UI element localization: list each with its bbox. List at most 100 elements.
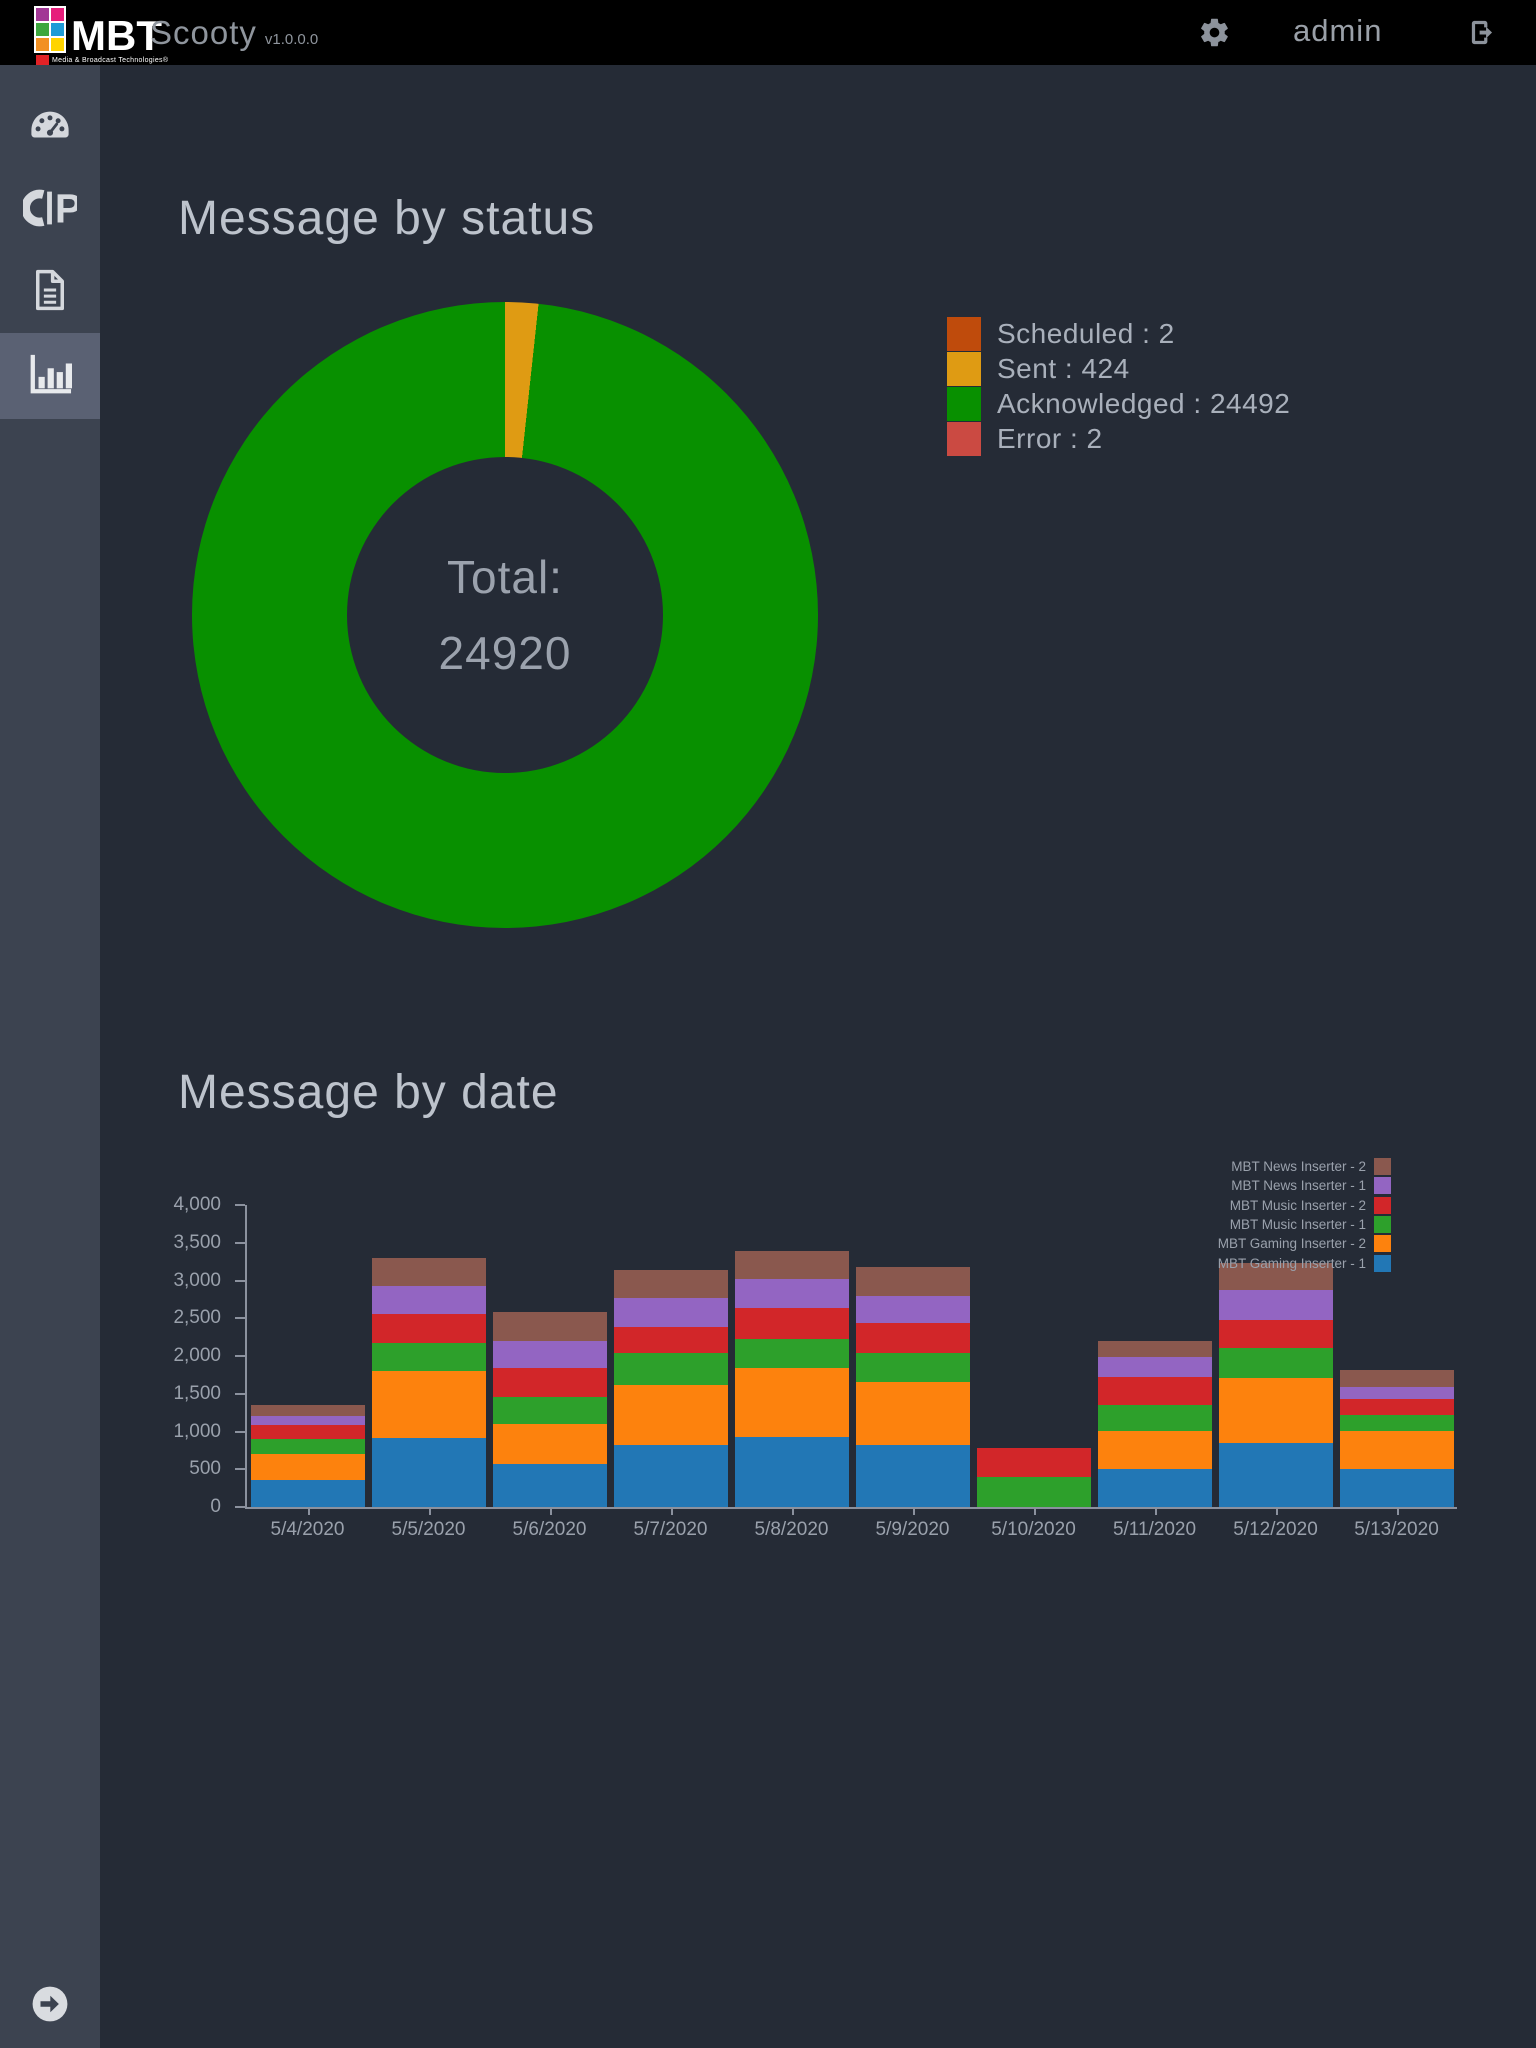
bar-segment[interactable] [976, 1476, 1091, 1507]
y-axis-tick-label: 1,000 [173, 1420, 221, 1442]
bar-segment[interactable] [1097, 1405, 1212, 1432]
bar-segment[interactable] [976, 1448, 1091, 1477]
bar-segment[interactable] [734, 1436, 849, 1507]
legend-item[interactable]: Scheduled : 2 [947, 317, 1290, 351]
settings-gear-icon[interactable] [1198, 16, 1231, 54]
legend-swatch [1374, 1235, 1391, 1253]
y-axis-tick-label: 3,500 [173, 1231, 221, 1253]
y-axis-tick [235, 1355, 245, 1357]
bar-segment[interactable] [613, 1297, 728, 1327]
bar-segment[interactable] [855, 1353, 970, 1383]
bar-segment[interactable] [1339, 1387, 1454, 1400]
y-axis-tick [235, 1392, 245, 1395]
logout-icon[interactable] [1468, 17, 1499, 53]
bar-segment[interactable] [613, 1353, 728, 1386]
date-chart-title: Message by date [178, 1066, 559, 1119]
bar-segment[interactable] [371, 1438, 486, 1507]
legend-label: Sent : 424 [997, 353, 1130, 384]
legend-label: Acknowledged : 24492 [997, 388, 1291, 419]
bar-segment[interactable] [1218, 1348, 1333, 1378]
legend-item[interactable]: MBT Music Inserter - 1 [1230, 1215, 1391, 1233]
bar-segment[interactable] [855, 1295, 970, 1323]
legend-item[interactable]: MBT Gaming Inserter - 1 [1218, 1254, 1391, 1272]
svg-text:P: P [55, 187, 77, 229]
bar-segment[interactable] [734, 1251, 849, 1280]
x-axis-label: 5/4/2020 [270, 1519, 345, 1540]
bar-segment[interactable] [1097, 1341, 1212, 1358]
bar-segment[interactable] [371, 1285, 486, 1315]
x-axis-label: 5/10/2020 [991, 1519, 1076, 1540]
sidebar-item-cp[interactable]: P [0, 169, 100, 251]
bar-segment[interactable] [1339, 1399, 1454, 1416]
app-version: v1.0.0.0 [264, 31, 319, 48]
legend-item[interactable]: MBT Gaming Inserter - 2 [1218, 1235, 1391, 1253]
bar-segment[interactable] [250, 1454, 365, 1480]
bar-segment[interactable] [734, 1338, 849, 1368]
donut-total-value: 24920 [438, 627, 572, 679]
bar-segment[interactable] [1097, 1431, 1212, 1470]
legend-item[interactable]: MBT Music Inserter - 2 [1229, 1196, 1391, 1214]
sidebar-item-statistics[interactable] [0, 333, 100, 419]
bar-segment[interactable] [371, 1371, 486, 1439]
date-bar-chart[interactable]: 0 500 1,000 1,500 2,000 2,500 3,000 3,500 4,000 5… [173, 1194, 1457, 1540]
bar-segment[interactable] [855, 1266, 970, 1296]
legend-item[interactable]: Sent : 424 [947, 352, 1290, 386]
bar-segment[interactable] [613, 1385, 728, 1446]
legend-label: MBT Music Inserter - 2 [1229, 1197, 1366, 1213]
bar-segment[interactable] [492, 1423, 607, 1464]
y-axis-tick-label: 3,000 [173, 1269, 221, 1291]
bar-segment[interactable] [1339, 1415, 1454, 1432]
x-axis-label: 5/8/2020 [754, 1519, 829, 1540]
bar-segment[interactable] [371, 1343, 486, 1372]
bar-segment[interactable] [250, 1479, 365, 1507]
bar-segment[interactable] [1218, 1442, 1333, 1507]
mbt-logo[interactable]: MBT Media & Broadcast Technologies® [34, 6, 169, 68]
username[interactable]: admin [1293, 13, 1383, 48]
bar-segment[interactable] [855, 1322, 970, 1353]
mbt-logo-red-square [36, 55, 49, 68]
bar-segment[interactable] [855, 1382, 970, 1446]
bar-segment[interactable] [371, 1314, 486, 1344]
bar-segment[interactable] [492, 1367, 607, 1397]
legend-item[interactable]: MBT News Inserter - 2 [1231, 1158, 1391, 1175]
bar-segment[interactable] [371, 1257, 486, 1286]
y-axis-tick-label: 4,000 [173, 1194, 221, 1215]
bar-segment[interactable] [1218, 1377, 1333, 1443]
bar-segment[interactable] [1339, 1469, 1454, 1507]
sidebar-item-documents[interactable] [0, 251, 100, 333]
x-axis-tick [428, 1507, 431, 1515]
bar-segment[interactable] [734, 1307, 849, 1339]
bar-segment[interactable] [492, 1396, 607, 1424]
bar-segment[interactable] [1097, 1357, 1212, 1378]
y-axis-tick-label: 2,500 [173, 1307, 221, 1329]
bar-segment[interactable] [1097, 1469, 1212, 1507]
bar-segment[interactable] [734, 1367, 849, 1437]
bar-segment[interactable] [250, 1405, 365, 1417]
bar-segment[interactable] [1218, 1289, 1333, 1321]
bar-segment[interactable] [492, 1463, 607, 1507]
bar-segment[interactable] [492, 1340, 607, 1368]
bar-segment[interactable] [855, 1445, 970, 1507]
legend-item[interactable]: Acknowledged : 24492 [947, 387, 1290, 421]
status-donut-chart[interactable]: Total: 24920 [192, 302, 818, 928]
bar-segment[interactable] [734, 1279, 849, 1308]
sidebar-item-dashboard[interactable] [0, 87, 100, 169]
bar-segment[interactable] [1218, 1320, 1333, 1349]
bar-segment[interactable] [250, 1416, 365, 1425]
bar-segment[interactable] [613, 1326, 728, 1354]
sidebar-expand-button[interactable] [0, 1985, 100, 2028]
bar-segment[interactable] [1097, 1377, 1212, 1406]
bar-segment[interactable] [1218, 1263, 1333, 1290]
legend-item[interactable]: MBT News Inserter - 1 [1231, 1177, 1391, 1195]
legend-item[interactable]: Error : 2 [947, 422, 1290, 456]
app-title: Scooty v1.0.0.0 [150, 0, 318, 65]
bar-segment[interactable] [250, 1439, 365, 1455]
bar-segment[interactable] [492, 1311, 607, 1341]
bar-segment[interactable] [613, 1445, 728, 1507]
x-axis-label: 5/6/2020 [512, 1519, 587, 1540]
bar-segment[interactable] [1339, 1370, 1454, 1388]
bar-segment[interactable] [613, 1269, 728, 1298]
bar-segment[interactable] [250, 1424, 365, 1440]
bar-segment[interactable] [1339, 1431, 1454, 1470]
y-axis-tick [235, 1506, 245, 1508]
